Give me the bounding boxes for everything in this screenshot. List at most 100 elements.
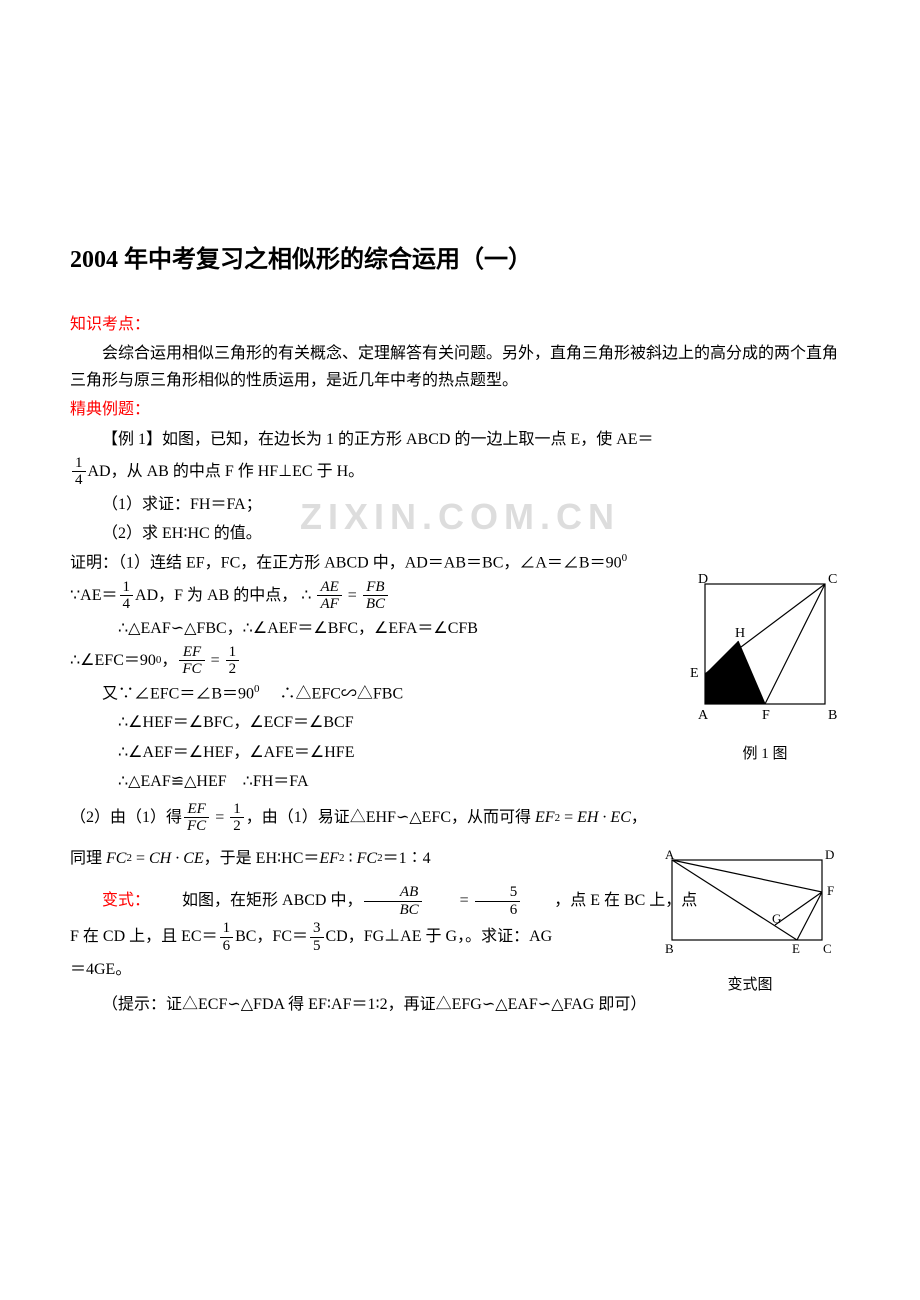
n: 1 xyxy=(230,801,244,819)
d: 5 xyxy=(310,938,324,955)
lbl-E: E xyxy=(690,666,699,681)
t: （2）由（1）得 xyxy=(70,804,182,831)
t2: AD，F 为 AB 的中点， xyxy=(135,582,297,609)
colon: ∶ xyxy=(344,845,356,872)
frac-ef-fc-2: EF FC xyxy=(184,801,209,835)
frac-ae-af: AE AF xyxy=(317,579,341,613)
frac-one-fourth: 1 4 xyxy=(72,455,86,489)
fig2-ae xyxy=(672,860,797,940)
n: AB xyxy=(364,884,421,902)
d: 6 xyxy=(475,902,521,919)
t: 又∵∠EFC＝∠B＝90 xyxy=(102,685,254,702)
eh-ec: EH · EC xyxy=(577,804,631,831)
fig2-rect xyxy=(672,860,822,940)
variant-head: 变式： xyxy=(70,887,150,914)
lbl-C: C xyxy=(828,572,837,587)
lbl-H: H xyxy=(735,626,745,641)
lbl-G: G xyxy=(772,911,781,926)
t2: ∴△EFC∽△FBC xyxy=(280,685,404,702)
ef2b: EF xyxy=(319,845,339,872)
fig2-fg xyxy=(775,892,822,925)
frac-num: 1 xyxy=(72,455,86,473)
d: 2 xyxy=(226,661,240,678)
fig2-caption: 变式图 xyxy=(660,973,840,999)
lbl-E: E xyxy=(792,941,800,956)
knowledge-body: 会综合运用相似三角形的有关概念、定理解答有关问题。另外，直角三角形被斜边上的高分… xyxy=(70,340,850,394)
d: 2 xyxy=(230,818,244,835)
proof-line1-text: 证明：（1）连结 EF，FC，在正方形 ABCD 中，AD＝AB＝BC，∠A＝∠… xyxy=(70,554,622,571)
frac-ef-fc-1: EF FC xyxy=(179,644,204,678)
proof-line8: ∴△EAF≌△HEF ∴FH＝FA xyxy=(118,768,850,795)
d: BC xyxy=(364,902,421,919)
q1: （1）求证：FH＝FA； xyxy=(102,491,850,518)
lbl-F: F xyxy=(762,708,770,723)
knowledge-head: 知识考点： xyxy=(70,311,850,338)
n: EF xyxy=(179,644,204,662)
frac-ab-bc: AB BC xyxy=(364,884,421,918)
eq: = xyxy=(132,845,149,872)
ef2: EF xyxy=(535,804,555,831)
t2: ，由（1）易证△EHF∽△EFC，从而可得 xyxy=(246,804,531,831)
t3: ＝1∶4 xyxy=(383,845,431,872)
t2: BC，FC＝ xyxy=(235,923,308,950)
frac-1-4b: 1 4 xyxy=(120,579,134,613)
proof2-line1: （2）由（1）得 EF FC = 1 2 ，由（1）易证△EHF∽△EFC，从而… xyxy=(70,801,850,835)
eq: = xyxy=(211,647,220,674)
t: 如图，在矩形 ABCD 中， xyxy=(150,887,362,914)
eq2: = xyxy=(560,804,577,831)
t2: ， xyxy=(161,647,177,674)
d: AF xyxy=(317,596,341,613)
t: 同理 xyxy=(70,845,102,872)
ex1-intro-text: 【例 1】如图，已知，在边长为 1 的正方形 ABCD 的一边上取一点 E，使 … xyxy=(102,431,654,448)
n: 1 xyxy=(220,920,234,938)
lbl-B: B xyxy=(828,708,837,723)
t: ∴∠EFC＝90 xyxy=(70,647,156,674)
lbl-B: B xyxy=(665,941,674,956)
figure-2: A D B E C F G 变式图 xyxy=(660,845,840,999)
frac-1-2b: 1 2 xyxy=(230,801,244,835)
n: 5 xyxy=(475,884,521,902)
n: EF xyxy=(184,801,209,819)
fig1-svg: D C A F B E H xyxy=(690,569,840,729)
eq: = xyxy=(428,887,469,914)
d: 4 xyxy=(120,596,134,613)
lbl-F: F xyxy=(827,883,834,898)
frac-1-2: 1 2 xyxy=(226,644,240,678)
fig2-af xyxy=(672,860,822,892)
page-title: 2004 年中考复习之相似形的综合运用（一） xyxy=(70,240,850,281)
lbl-C: C xyxy=(823,941,832,956)
ex1-cont: AD，从 AB 的中点 F 作 HF⊥EC 于 H。 xyxy=(88,458,365,485)
fig1-fill xyxy=(705,641,765,704)
eq: = xyxy=(348,582,357,609)
lbl-D: D xyxy=(698,572,708,587)
examples-head: 精典例题： xyxy=(70,396,850,423)
t: F 在 CD 上，且 EC＝ xyxy=(70,923,218,950)
frac-den: 4 xyxy=(72,472,86,489)
figure-1: D C A F B E H 例 1 图 xyxy=(690,569,840,768)
lbl-D: D xyxy=(825,847,834,862)
d: FC xyxy=(179,661,204,678)
frac-5-6: 5 6 xyxy=(475,884,521,918)
fc2: FC xyxy=(106,845,126,872)
n: FB xyxy=(363,579,388,597)
t2: ，于是 EH∶HC＝ xyxy=(204,845,320,872)
fig1-ec xyxy=(705,584,825,674)
fig2-ef xyxy=(797,892,822,940)
t3: CD，FG⊥AE 于 G，。求证：AG xyxy=(326,923,553,950)
n: 1 xyxy=(120,579,134,597)
lbl-A: A xyxy=(698,708,709,723)
eq: = xyxy=(215,804,224,831)
n: 3 xyxy=(310,920,324,938)
comma: ， xyxy=(631,804,647,831)
frac-1-6: 1 6 xyxy=(220,920,234,954)
d: 6 xyxy=(220,938,234,955)
n: AE xyxy=(317,579,341,597)
ex1-intro: 【例 1】如图，已知，在边长为 1 的正方形 ABCD 的一边上取一点 E，使 … xyxy=(70,426,850,453)
lbl-A: A xyxy=(665,847,675,862)
frac-3-5: 3 5 xyxy=(310,920,324,954)
ex1-frac-line: 1 4 AD，从 AB 的中点 F 作 HF⊥EC 于 H。 xyxy=(70,455,850,489)
fig1-caption: 例 1 图 xyxy=(690,742,840,768)
n: 1 xyxy=(226,644,240,662)
q2: （2）求 EH∶HC 的值。 xyxy=(102,520,850,547)
ch-ce: CH · CE xyxy=(149,845,204,872)
